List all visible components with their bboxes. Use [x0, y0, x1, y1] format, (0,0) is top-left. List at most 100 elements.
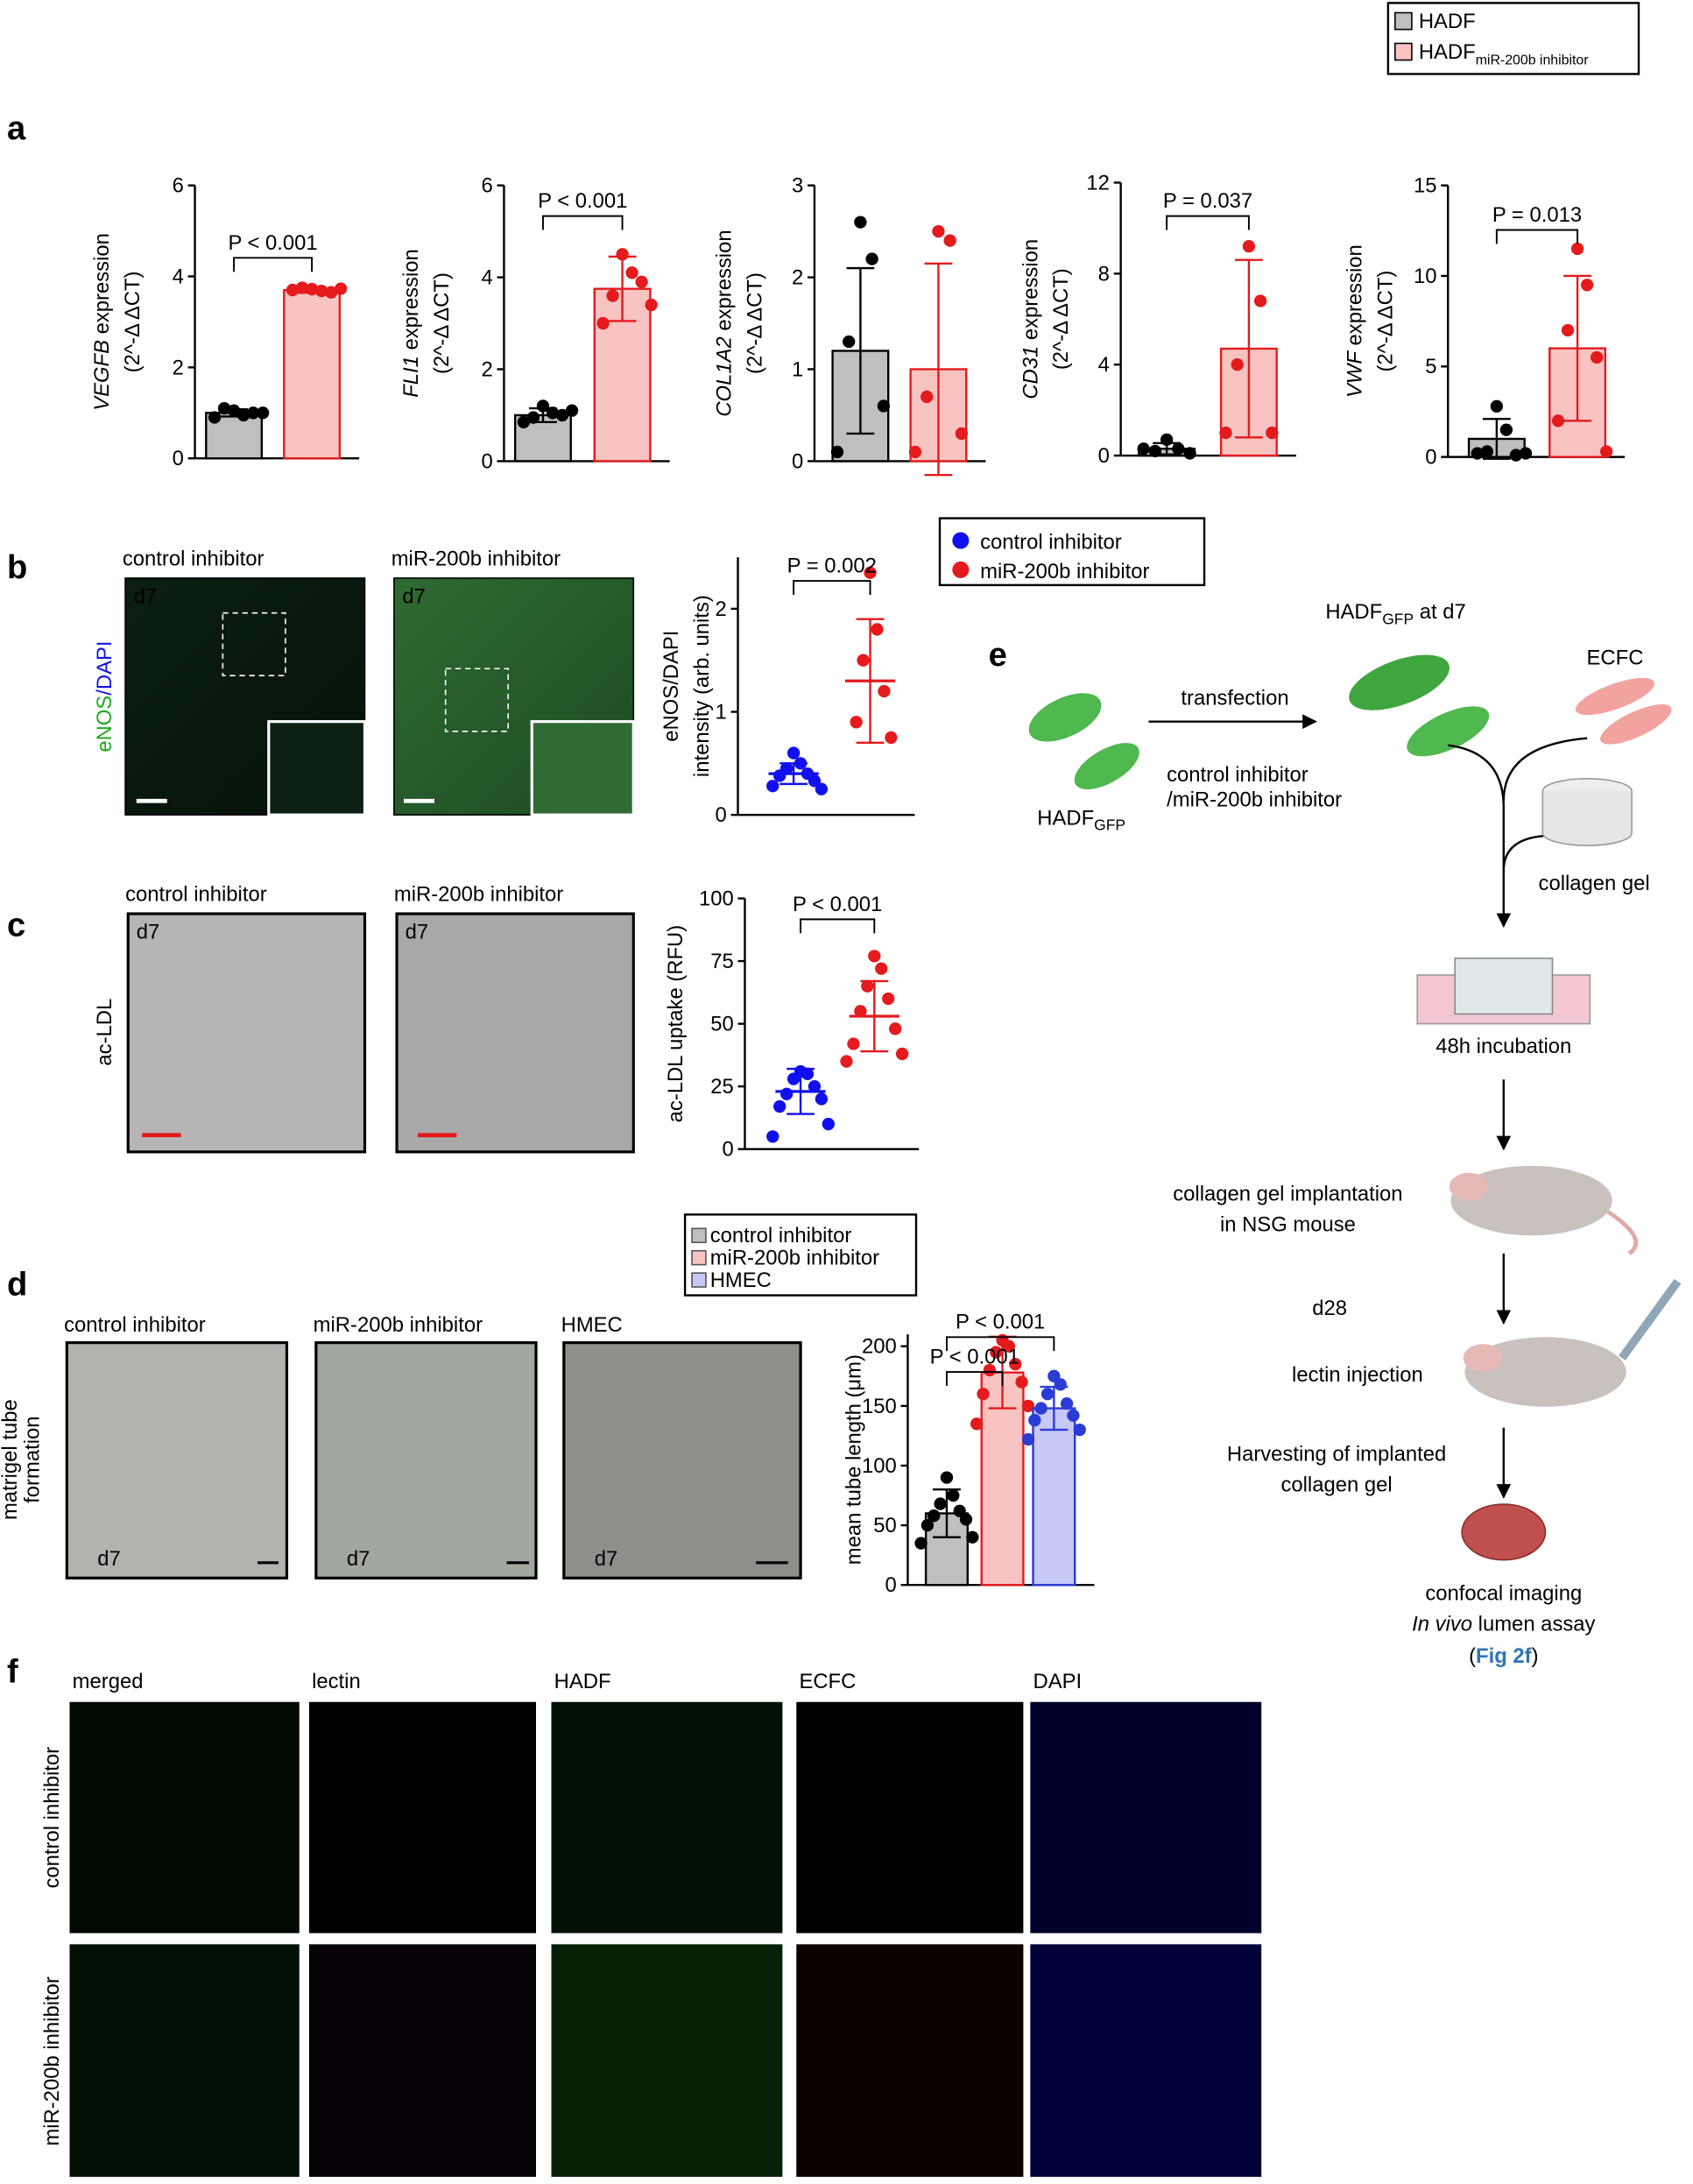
- inset: [530, 720, 635, 816]
- image-title: control inhibitor: [64, 1313, 206, 1337]
- data-point: [955, 427, 969, 441]
- image: [65, 1341, 289, 1580]
- legend-swatch: [691, 1272, 707, 1288]
- legend-swatch: [691, 1249, 707, 1266]
- y-axis-label-part: VEGFB: [90, 340, 114, 411]
- data-point: [565, 404, 579, 417]
- y-tick-label: 0: [716, 803, 727, 827]
- significance-bracket: [1166, 215, 1250, 230]
- legend-label: miR-200b inhibitor: [710, 1247, 879, 1270]
- data-point: [787, 1072, 801, 1085]
- image-day: d7: [137, 921, 160, 944]
- data-point: [857, 654, 870, 667]
- side-label: formation: [21, 1417, 45, 1503]
- e-text-part: GFP: [1382, 610, 1414, 627]
- e-text: collagen gel implantation: [1173, 1182, 1402, 1205]
- e-text: lectin injection: [1292, 1363, 1423, 1387]
- data-point: [1471, 447, 1484, 460]
- image: [126, 912, 367, 1154]
- e-text: /miR-200b inhibitor: [1167, 788, 1342, 812]
- data-point: [888, 1022, 902, 1035]
- data-point: [1551, 414, 1565, 428]
- e-text-part: GFP: [1094, 816, 1125, 834]
- legend-label: control inhibitor: [980, 531, 1122, 555]
- data-point: [921, 390, 934, 404]
- data-point: [314, 284, 328, 298]
- data-point: [840, 1055, 853, 1068]
- data-point: [286, 283, 300, 297]
- data-point: [1054, 1378, 1067, 1391]
- y-tick-label: 4: [1098, 353, 1110, 377]
- e-text: In vivo lumen assay: [1412, 1613, 1595, 1636]
- data-point: [1034, 1402, 1048, 1415]
- y-tick-label: 2: [716, 597, 727, 621]
- legend-box: [1386, 2, 1640, 75]
- y-tick-label: 0: [792, 449, 803, 473]
- y-tick-label: 50: [710, 1013, 734, 1036]
- y-axis-label: FLI1 expression: [399, 249, 423, 398]
- row-label: control inhibitor: [40, 1747, 64, 1889]
- y-tick-label: 0: [722, 1138, 733, 1162]
- y-axis-label-part: expression: [90, 233, 114, 340]
- mouse: [1450, 1165, 1612, 1236]
- panel-label: b: [7, 548, 27, 586]
- data-point: [236, 408, 250, 422]
- mouse-ear: [1449, 1172, 1489, 1201]
- column-label: HADF: [554, 1670, 611, 1693]
- data-point: [773, 1099, 787, 1113]
- data-point: [1073, 1423, 1086, 1437]
- data-point: [908, 445, 922, 459]
- cell: [1074, 743, 1139, 789]
- image: [308, 1944, 537, 2177]
- data-point: [625, 266, 638, 279]
- data-point: [1480, 445, 1493, 458]
- y-axis-label-part: expression: [1019, 239, 1042, 346]
- mouse-tail: [1606, 1210, 1639, 1255]
- p-value: P < 0.001: [956, 1311, 1045, 1334]
- column-label: merged: [73, 1670, 144, 1693]
- e-text: collagen gel: [1539, 872, 1650, 895]
- legend-marker: [952, 532, 970, 549]
- data-point: [815, 1092, 829, 1106]
- legend-label-part: HADF: [1419, 10, 1476, 33]
- e-text: 48h incubation: [1436, 1035, 1571, 1058]
- p-value: P < 0.001: [930, 1345, 1019, 1368]
- p-value: P = 0.037: [1163, 189, 1252, 213]
- data-point: [815, 782, 829, 795]
- y-tick-label: 0: [173, 447, 184, 470]
- y-axis-label: intensity (arb. units): [690, 595, 714, 777]
- data-point: [1028, 1414, 1041, 1427]
- data-point: [830, 445, 844, 459]
- y-tick-label: 150: [862, 1395, 897, 1418]
- panel-label: d: [7, 1266, 27, 1304]
- data-point: [1490, 399, 1504, 413]
- e-text-part: HADF: [1325, 600, 1382, 624]
- e-text: control inhibitor: [1167, 763, 1309, 787]
- significance-bracket: [946, 1371, 1004, 1386]
- y-tick-label: 4: [173, 265, 184, 288]
- y-axis-label-part: CD31: [1019, 346, 1042, 399]
- y-axis-label: VWF expression: [1344, 244, 1367, 398]
- y-axis-label: VEGFB expression: [90, 233, 114, 411]
- legend-box: [938, 517, 1206, 587]
- y-tick-label: 8: [1098, 262, 1110, 286]
- image: [395, 912, 635, 1154]
- data-point: [1067, 1409, 1080, 1422]
- data-point: [1040, 1388, 1055, 1401]
- image: [314, 1341, 538, 1580]
- data-point: [940, 1471, 954, 1484]
- arrow: [1448, 744, 1512, 929]
- data-point: [885, 731, 898, 745]
- legend-box: [683, 1213, 918, 1297]
- image-day: d7: [134, 585, 158, 609]
- data-point: [1509, 449, 1523, 462]
- y-axis-label: ac-LDL uptake (RFU): [664, 925, 688, 1123]
- significance-bracket: [793, 580, 871, 595]
- cell: [1600, 703, 1672, 745]
- inset-box: [222, 611, 286, 676]
- significance-bracket: [946, 1336, 1055, 1352]
- data-point: [217, 401, 231, 415]
- y-axis-label: (2^-Δ ΔCT): [430, 272, 454, 374]
- data-point: [1570, 242, 1584, 256]
